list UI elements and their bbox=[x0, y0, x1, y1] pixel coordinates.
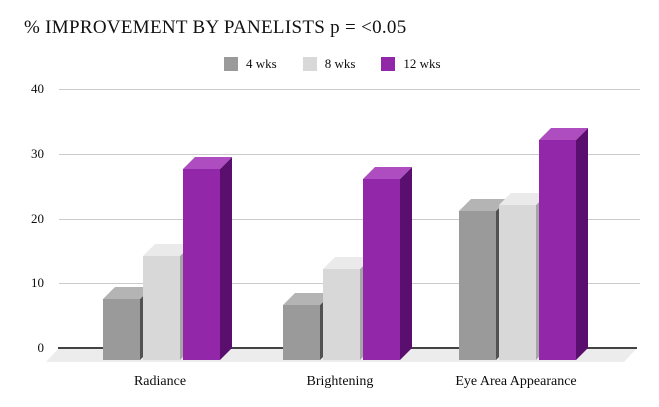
bar bbox=[183, 169, 220, 360]
bar-top-face bbox=[283, 293, 332, 305]
bar-top-face bbox=[183, 157, 232, 169]
bar-top-face bbox=[539, 128, 588, 140]
y-axis-tick-label: 20 bbox=[31, 211, 44, 226]
gridline bbox=[59, 154, 640, 155]
x-axis-category-label: Brightening bbox=[306, 374, 374, 389]
legend-label: 8 wks bbox=[324, 56, 356, 71]
bar-top-face bbox=[143, 244, 192, 256]
bar-top-face bbox=[363, 167, 412, 179]
bar bbox=[103, 299, 140, 360]
legend-item: 4 wks bbox=[224, 56, 277, 72]
x-axis-category-label: Eye Area Appearance bbox=[455, 374, 577, 389]
bar-top-face bbox=[459, 199, 508, 211]
gridline bbox=[59, 89, 640, 90]
legend-swatch-icon bbox=[302, 57, 317, 71]
bar bbox=[363, 179, 400, 360]
bar-side-face bbox=[576, 128, 588, 360]
bar bbox=[323, 269, 360, 360]
legend: 4 wks 8 wks 12 wks bbox=[224, 56, 441, 72]
bar bbox=[143, 256, 180, 360]
y-axis-tick-label: 10 bbox=[31, 275, 44, 290]
bar-top-face bbox=[499, 193, 548, 205]
legend-label: 4 wks bbox=[246, 56, 277, 71]
bar bbox=[283, 305, 320, 360]
legend-swatch-icon bbox=[381, 57, 396, 71]
y-axis-tick-label: 30 bbox=[31, 146, 44, 161]
bar-top-face bbox=[323, 257, 372, 269]
legend-item: 8 wks bbox=[302, 56, 356, 72]
y-axis-tick-label: 0 bbox=[37, 340, 45, 355]
x-axis-category-label: Radiance bbox=[133, 374, 187, 389]
bar-side-face bbox=[220, 157, 232, 360]
bar bbox=[499, 205, 536, 360]
legend-item: 12 wks bbox=[381, 56, 441, 72]
chart-title: % IMPROVEMENT BY PANELISTS p = <0.05 bbox=[24, 17, 407, 38]
bar-top-face bbox=[103, 287, 152, 299]
legend-label: 12 wks bbox=[403, 56, 441, 71]
y-axis-tick-label: 40 bbox=[31, 81, 44, 96]
bar bbox=[539, 140, 576, 360]
legend-swatch-icon bbox=[224, 57, 238, 71]
gridline bbox=[59, 219, 640, 220]
bar-side-face bbox=[400, 167, 412, 360]
bar bbox=[459, 211, 496, 360]
